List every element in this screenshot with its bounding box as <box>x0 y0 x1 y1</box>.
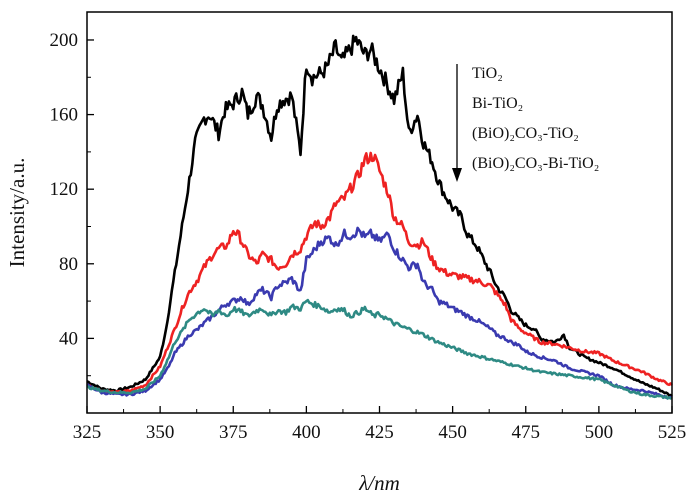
y-tick-label: 160 <box>50 105 79 126</box>
legend-entry-0: TiO₂ <box>472 65 503 82</box>
series-line-2 <box>86 226 673 400</box>
y-tick-label: 200 <box>50 30 79 51</box>
y-tick-label: 80 <box>59 254 78 275</box>
legend-entry-2: (BiO)₂CO₃-TiO₂ <box>472 125 579 142</box>
x-tick-label: 500 <box>585 422 614 443</box>
x-tick-label: 450 <box>438 422 467 443</box>
ticks-layer: 325 350 375 400 425 450 475 500 525 40 80 120 160 200 <box>50 30 687 443</box>
x-tick-label: 525 <box>658 422 687 443</box>
legend-entry-1: Bi-TiO₂ <box>472 95 523 112</box>
series-line-3 <box>86 298 673 400</box>
series-layer <box>86 34 673 400</box>
x-tick-label: 350 <box>146 422 175 443</box>
legend-entry-3: (BiO)₂CO₃-Bi-TiO₂ <box>472 155 599 172</box>
y-axis-title: Intensity/a.u. <box>5 158 29 268</box>
x-tick-label: 375 <box>219 422 248 443</box>
legend-arrow-head <box>452 168 462 182</box>
series-line-1 <box>86 151 673 395</box>
x-axis-title: λ/nm <box>358 471 400 495</box>
y-tick-label: 120 <box>50 179 79 200</box>
x-tick-label: 425 <box>365 422 394 443</box>
y-tick-label: 40 <box>59 328 78 349</box>
x-tick-label: 475 <box>512 422 541 443</box>
legend: TiO₂ Bi-TiO₂ (BiO)₂CO₃-TiO₂ (BiO)₂CO₃-Bi-Ti… <box>452 64 599 182</box>
x-tick-label: 400 <box>292 422 321 443</box>
x-tick-label: 325 <box>73 422 102 443</box>
